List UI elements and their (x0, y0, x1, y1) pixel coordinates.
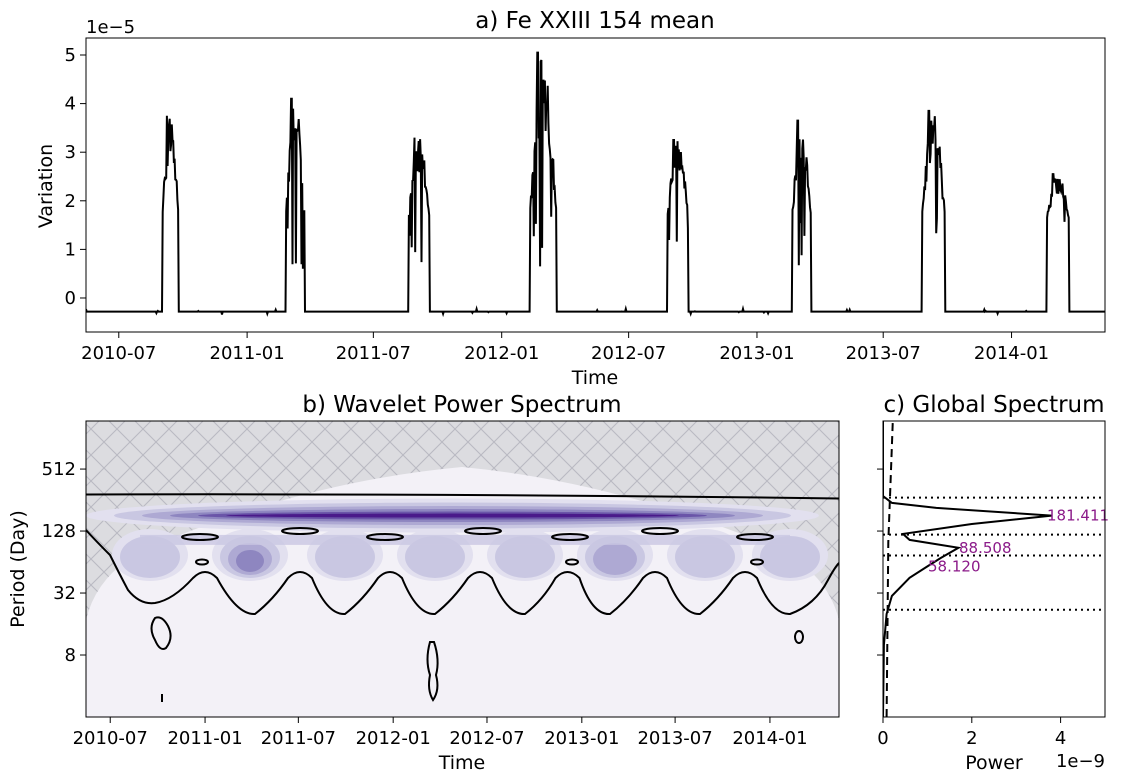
significance-contour-island (641, 527, 679, 535)
power-blob (593, 542, 637, 575)
panel-b-frame (85, 420, 840, 718)
panel-b-ytick-label: 8 (65, 645, 76, 666)
panel-b-xlabel: Time (438, 752, 486, 774)
significance-contour-island (426, 641, 439, 702)
panel-a-ytick-label: 0 (65, 288, 76, 309)
panel-a: a) Fe XXIII 154 mean 1e−5 2010-07 2011-01… (35, 8, 1106, 389)
power-blob (760, 535, 820, 578)
panel-b-xtick-label: 2011-01 (167, 728, 242, 749)
panel-b-ytick-label: 32 (53, 583, 76, 604)
panel-c-title: c) Global Spectrum (883, 392, 1104, 418)
panel-b-xtick-label: 2010-07 (73, 728, 148, 749)
panel-a-title: a) Fe XXIII 154 mean (475, 8, 714, 34)
panel-c-xlabel: Power (965, 752, 1023, 774)
significance-contour-island (750, 558, 764, 566)
panel-b-xtick-label: 2014-01 (732, 728, 807, 749)
panel-b-ytick-label: 128 (42, 521, 76, 542)
panel-a-ytick-label: 5 (65, 45, 76, 66)
significance-contour-wave (86, 529, 839, 616)
significance-contour-island (281, 527, 319, 535)
panel-b-title: b) Wavelet Power Spectrum (302, 392, 621, 418)
panel-c-xtick-label: 0 (877, 728, 888, 749)
significance-contour-island (195, 558, 209, 566)
panel-b-xtick-label: 2012-01 (356, 728, 431, 749)
significance-contour-island (366, 533, 404, 541)
panel-a-xtick-label: 2013-07 (846, 343, 921, 364)
panel-a-xtick-label: 2011-07 (336, 343, 411, 364)
panel-c-xtick-label: 2 (966, 728, 977, 749)
panel-a-xtick-label: 2010-07 (81, 343, 156, 364)
power-blob (315, 535, 375, 578)
panel-b-xtick-label: 2012-07 (449, 728, 524, 749)
significance-contour-island (565, 558, 579, 566)
panel-b-xtick-label: 2011-07 (261, 728, 336, 749)
significance-line (885, 421, 894, 717)
significance-contour-island (736, 533, 774, 541)
panel-b-xtick-label: 2013-01 (544, 728, 619, 749)
panel-c-xtick-label: 4 (1055, 728, 1066, 749)
panel-a-xlabel: Time (571, 367, 619, 389)
power-blob (405, 535, 465, 578)
power-blob (675, 535, 735, 578)
panel-a-ytick-label: 2 (65, 191, 76, 212)
panel-c-frame (882, 420, 1106, 718)
panel-b: b) Wavelet Power Spectrum 2010-07 2011-01… (7, 392, 840, 774)
panel-a-xtick-label: 2013-01 (719, 343, 794, 364)
significance-contour-top (86, 493, 839, 500)
peak-label: 88.508 (959, 539, 1012, 557)
significance-contour-island (794, 630, 804, 644)
significance-contour-island (551, 533, 589, 541)
panel-c-offset-label: 1e−9 (1056, 751, 1105, 772)
power-blob (236, 549, 264, 572)
significance-contour-island (181, 533, 219, 541)
series-line-variation (86, 51, 1105, 318)
panel-a-xtick-label: 2011-01 (210, 343, 285, 364)
panel-a-xtick-label: 2012-07 (591, 343, 666, 364)
power-blob (120, 535, 180, 578)
global-spectrum-line (883, 421, 1052, 717)
panel-a-xtick-label: 2014-01 (974, 343, 1049, 364)
panel-b-ylabel: Period (Day) (7, 510, 29, 628)
panel-a-offset-label: 1e−5 (86, 17, 135, 38)
significance-contour-island (150, 616, 172, 650)
power-band-181 (226, 513, 679, 518)
power-blob (495, 535, 555, 578)
peak-label: 181.411 (1047, 507, 1109, 525)
panel-b-ytick-label: 512 (42, 459, 76, 480)
significance-contour-island (464, 527, 502, 535)
panel-a-frame (85, 37, 1106, 333)
panel-a-ytick-label: 4 (65, 94, 76, 115)
power-band-88 (140, 534, 790, 545)
panel-a-ytick-label: 3 (65, 142, 76, 163)
panel-a-ylabel: Variation (35, 144, 57, 228)
panel-a-ytick-label: 1 (65, 239, 76, 260)
peak-label: 58.120 (928, 557, 981, 575)
panel-a-xtick-label: 2012-01 (464, 343, 539, 364)
panel-b-xtick-label: 2013-07 (637, 728, 712, 749)
